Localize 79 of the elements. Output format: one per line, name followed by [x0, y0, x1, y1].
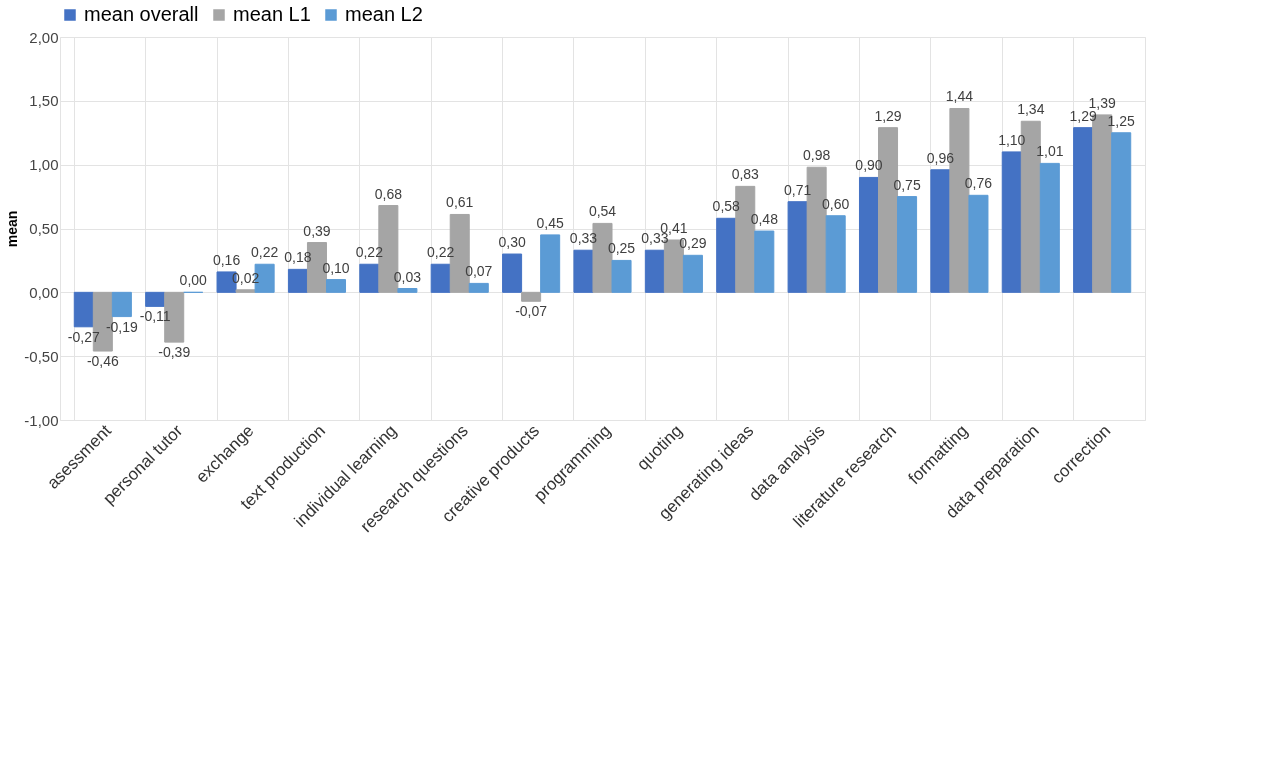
legend-label: mean L2: [345, 3, 423, 25]
y-tick-label: 1,00: [29, 156, 59, 174]
data-label: 0,18: [284, 249, 312, 266]
data-label: 0,58: [712, 198, 741, 215]
data-label: -0,46: [86, 353, 119, 370]
bar: [502, 253, 523, 293]
bar: [573, 249, 594, 293]
bar: [521, 291, 542, 302]
data-label: 0,83: [731, 166, 760, 183]
bar: [325, 279, 347, 293]
data-label: 1,29: [874, 107, 902, 124]
data-label: 0,22: [251, 244, 279, 261]
bar: [73, 291, 94, 328]
bar: [1111, 132, 1132, 293]
bar: [897, 196, 918, 293]
bar: [359, 263, 380, 293]
y-tick-label: 1,50: [29, 92, 59, 110]
data-label: 0,29: [679, 235, 707, 252]
data-label: 0,71: [783, 181, 812, 198]
data-label: 0,61: [446, 194, 474, 211]
data-label: 0,60: [822, 195, 850, 212]
bar: [1039, 162, 1060, 293]
bar: [235, 289, 256, 293]
bar: [111, 291, 132, 318]
data-label: 0,33: [569, 230, 598, 247]
legend-label: mean L1: [233, 3, 311, 25]
data-label: 0,39: [303, 222, 331, 239]
data-label: 1,10: [998, 131, 1026, 148]
data-label: 0,96: [926, 149, 955, 166]
bar: [682, 254, 703, 293]
data-label: 0,76: [964, 175, 993, 192]
y-axis-title: mean: [4, 210, 21, 248]
bar: [287, 268, 308, 293]
data-label: 0,90: [855, 157, 883, 174]
bar: [1073, 127, 1094, 293]
data-label: 1,34: [1017, 101, 1045, 118]
bar: [754, 230, 775, 293]
data-label: 1,44: [945, 88, 974, 105]
bar: [468, 282, 489, 293]
data-label: 0,25: [607, 240, 636, 257]
data-label: 0,22: [355, 244, 384, 261]
data-label: 1,25: [1107, 112, 1136, 129]
bar: [540, 234, 561, 293]
data-label: 0,30: [498, 234, 526, 251]
data-label: -0,19: [105, 318, 139, 335]
data-label: 0,03: [393, 268, 422, 285]
data-label: -0,11: [139, 308, 171, 325]
bar: [644, 249, 665, 293]
bar: [787, 201, 808, 293]
data-label: -0,27: [67, 328, 100, 345]
y-tick-label: 2,00: [29, 28, 59, 46]
data-label: 0,07: [465, 263, 493, 280]
data-label: -0,07: [515, 303, 548, 320]
data-label: 0,00: [179, 272, 208, 289]
bar: [825, 215, 846, 293]
y-tick-label: 0,50: [29, 220, 59, 237]
bar: [611, 259, 632, 293]
data-label: 0,68: [374, 185, 403, 202]
data-label: 1,01: [1036, 143, 1064, 160]
bar: [716, 217, 737, 293]
data-label: -0,39: [158, 344, 191, 361]
data-label: 0,48: [750, 211, 779, 228]
bar: [1001, 151, 1022, 293]
bar: [145, 291, 166, 307]
y-tick-label: -0,50: [24, 347, 59, 365]
bar: [968, 194, 989, 293]
data-label: 0,10: [322, 259, 350, 276]
bar: [397, 288, 418, 293]
data-label: 0,45: [536, 214, 564, 231]
bar: [430, 263, 451, 293]
data-label: 0,54: [588, 203, 617, 220]
data-label: 0,98: [803, 147, 831, 164]
bar: [930, 169, 951, 293]
data-label: 0,22: [427, 244, 455, 261]
data-label: 0,16: [212, 251, 241, 268]
legend-label: mean overall: [84, 3, 199, 25]
bar: [858, 176, 880, 293]
data-label: 0,75: [893, 176, 921, 193]
y-tick-label: 0,00: [29, 283, 59, 301]
